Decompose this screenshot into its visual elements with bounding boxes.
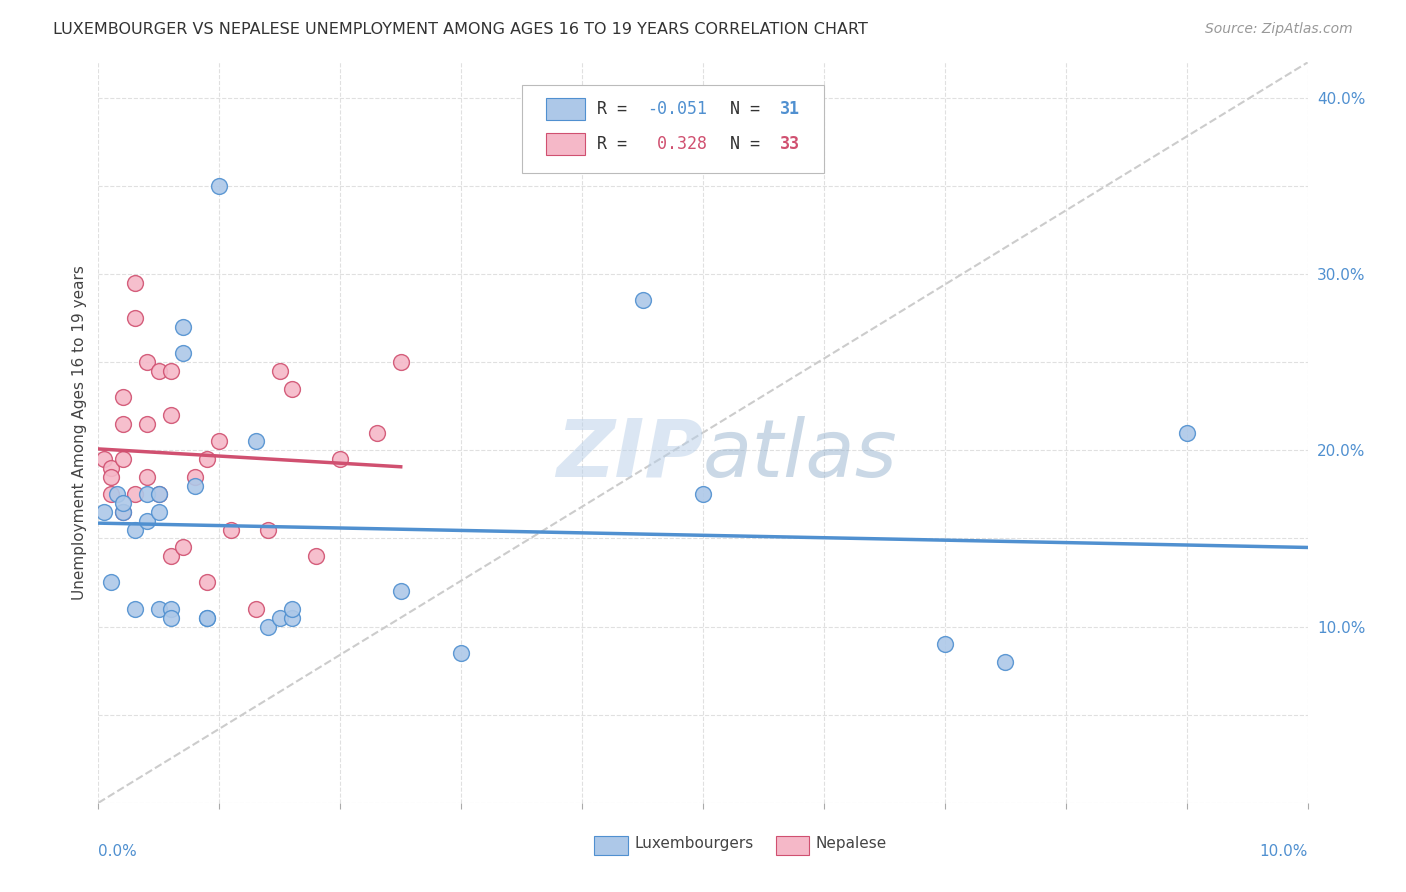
Point: [329, 452, 352, 467]
Point: [389, 355, 412, 369]
Point: [195, 575, 218, 590]
Text: -0.051: -0.051: [647, 100, 707, 118]
Point: [135, 514, 157, 528]
Text: 10.0%: 10.0%: [1260, 844, 1308, 858]
Point: [208, 434, 231, 449]
Point: [256, 523, 278, 537]
FancyBboxPatch shape: [522, 85, 824, 173]
Point: [245, 434, 267, 449]
Point: [148, 505, 170, 519]
Point: [195, 452, 218, 467]
Point: [195, 610, 218, 624]
Point: [111, 390, 134, 404]
Point: [100, 469, 122, 483]
Text: Luxembourgers: Luxembourgers: [634, 836, 754, 851]
Point: [93, 452, 115, 467]
Point: [172, 346, 194, 360]
Point: [111, 417, 134, 431]
Point: [160, 610, 183, 624]
Point: [631, 293, 654, 308]
Point: [148, 487, 170, 501]
Point: [305, 549, 328, 563]
Text: 31: 31: [780, 100, 800, 118]
Point: [135, 417, 157, 431]
Text: ZIP: ZIP: [555, 416, 703, 494]
Point: [124, 276, 146, 290]
Point: [93, 505, 115, 519]
Point: [135, 355, 157, 369]
Text: atlas: atlas: [703, 416, 898, 494]
Point: [160, 364, 183, 378]
Point: [245, 602, 267, 616]
Point: [111, 505, 134, 519]
Text: R =: R =: [596, 135, 637, 153]
Point: [184, 478, 207, 492]
Point: [389, 584, 412, 599]
Point: [208, 178, 231, 193]
Point: [160, 549, 183, 563]
Point: [692, 487, 714, 501]
Text: N =: N =: [730, 100, 769, 118]
Text: N =: N =: [730, 135, 769, 153]
Point: [450, 646, 472, 660]
Point: [105, 487, 128, 501]
Y-axis label: Unemployment Among Ages 16 to 19 years: Unemployment Among Ages 16 to 19 years: [72, 265, 87, 600]
Point: [111, 496, 134, 510]
Point: [994, 655, 1017, 669]
Text: 33: 33: [780, 135, 800, 153]
FancyBboxPatch shape: [595, 836, 628, 855]
Point: [124, 523, 146, 537]
Point: [124, 487, 146, 501]
Point: [148, 602, 170, 616]
Point: [366, 425, 388, 440]
Text: 0.328: 0.328: [647, 135, 707, 153]
Point: [124, 311, 146, 326]
Point: [269, 364, 291, 378]
Point: [148, 364, 170, 378]
Point: [100, 461, 122, 475]
Point: [281, 610, 304, 624]
Point: [148, 487, 170, 501]
Text: Nepalese: Nepalese: [815, 836, 887, 851]
FancyBboxPatch shape: [546, 133, 585, 155]
Point: [124, 602, 146, 616]
Point: [934, 637, 956, 651]
Point: [281, 602, 304, 616]
Point: [269, 610, 291, 624]
Point: [160, 602, 183, 616]
Point: [135, 469, 157, 483]
Point: [160, 408, 183, 422]
FancyBboxPatch shape: [776, 836, 810, 855]
Point: [100, 487, 122, 501]
Point: [221, 523, 243, 537]
Point: [111, 452, 134, 467]
Point: [256, 619, 278, 633]
Point: [100, 575, 122, 590]
Point: [172, 319, 194, 334]
Point: [1175, 425, 1198, 440]
Text: R =: R =: [596, 100, 637, 118]
Point: [281, 382, 304, 396]
Point: [135, 487, 157, 501]
Point: [172, 540, 194, 554]
FancyBboxPatch shape: [546, 98, 585, 120]
Text: Source: ZipAtlas.com: Source: ZipAtlas.com: [1205, 22, 1353, 37]
Point: [195, 610, 218, 624]
Point: [111, 505, 134, 519]
Text: 0.0%: 0.0%: [98, 844, 138, 858]
Text: LUXEMBOURGER VS NEPALESE UNEMPLOYMENT AMONG AGES 16 TO 19 YEARS CORRELATION CHAR: LUXEMBOURGER VS NEPALESE UNEMPLOYMENT AM…: [53, 22, 869, 37]
Point: [184, 469, 207, 483]
